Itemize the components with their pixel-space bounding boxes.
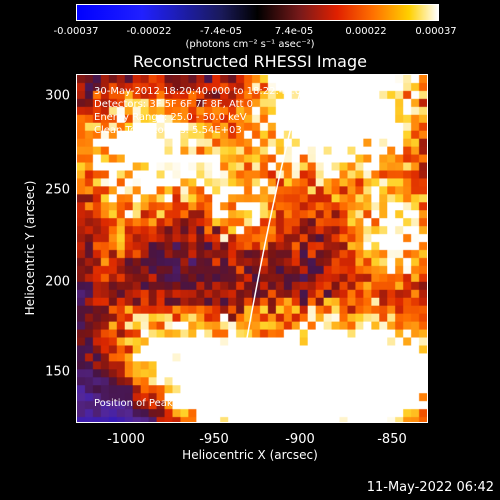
colorbar-tick: 7.4e-05 bbox=[274, 26, 314, 37]
timestamp: 11-May-2022 06:42 bbox=[366, 480, 494, 495]
x-tick-label: -900 bbox=[285, 432, 315, 447]
x-axis-title: Heliocentric X (arcsec) bbox=[182, 448, 318, 462]
colorbar-tick: 0.00022 bbox=[345, 26, 387, 37]
limb-overlay bbox=[231, 75, 306, 422]
colorbar-tick: -0.00037 bbox=[53, 26, 99, 37]
colorbar bbox=[76, 4, 439, 21]
solar-limb-line bbox=[231, 75, 306, 422]
x-tick-label: -950 bbox=[199, 432, 229, 447]
y-axis-title: Heliocentric Y (arcsec) bbox=[23, 180, 37, 316]
info-time-range: 30-May-2012 18:20:40.000 to 18:22:40.000 bbox=[94, 86, 314, 97]
info-peak-position: Position of Peak = [-901,302] bbox=[94, 398, 241, 409]
colorbar-tick: -7.4e-05 bbox=[200, 26, 242, 37]
info-counts: Clean Total counts: 5.54E+03 bbox=[94, 125, 242, 136]
y-tick-label: 150 bbox=[45, 364, 70, 380]
x-tick-label: -850 bbox=[377, 432, 407, 447]
plot-frame bbox=[76, 74, 428, 423]
y-tick-label: 200 bbox=[45, 274, 70, 290]
x-tick-label: -1000 bbox=[107, 432, 145, 447]
y-tick-label: 250 bbox=[45, 182, 70, 198]
image-title: Reconstructed RHESSI Image bbox=[133, 52, 367, 71]
y-tick-label: 300 bbox=[45, 88, 70, 104]
info-detectors: Detectors: 3F 5F 6F 7F 8F, Att 0 bbox=[94, 99, 254, 110]
rhessi-heatmap bbox=[77, 75, 427, 422]
colorbar-units: (photons cm⁻² s⁻¹ asec⁻²) bbox=[185, 39, 315, 50]
colorbar-tick: 0.00037 bbox=[415, 26, 457, 37]
colorbar-tick: -0.00022 bbox=[126, 26, 172, 37]
info-energy-range: Energy Range: 25.0 - 50.0 keV bbox=[94, 112, 247, 123]
